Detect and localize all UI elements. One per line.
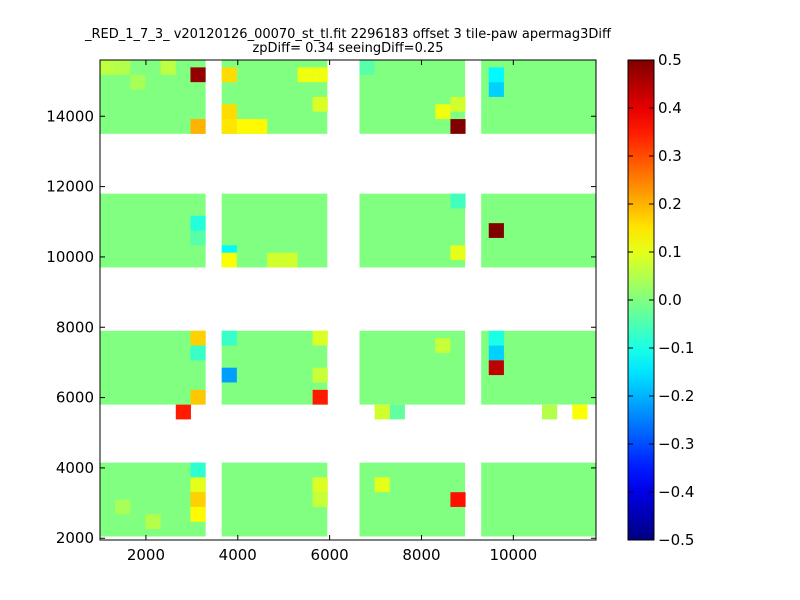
colorbar-tick-label: 0.3 [658,147,682,165]
heatmap-cell-24 [221,252,237,268]
heatmap-cell-35 [312,330,328,346]
heatmap-cell-27 [450,245,466,261]
heatmap-cell-16 [435,104,451,120]
chart-title-line-2: zpDiff= 0.34 seeingDiff=0.25 [252,41,443,56]
colorbar-tick-label: −0.2 [658,387,694,405]
heatmap-cell-32 [190,389,206,405]
x-tick-label: 2000 [127,546,165,564]
detector-block-2-1 [221,462,328,537]
heatmap-cell-28 [450,193,466,209]
detector-block-4-1 [481,462,596,537]
heatmap-cell-47 [190,462,206,478]
heatmap-cell-2 [115,60,131,75]
heatmap-cell-5 [190,67,206,83]
colorbar-tick-label: 0.0 [658,291,682,309]
heatmap-cell-53 [374,477,390,493]
detector-block-1-2 [100,330,206,405]
heatmap-cell-50 [190,506,206,522]
detector-block-3-4 [359,60,466,134]
plot-frame [99,59,597,541]
chart-title-line-1: _RED_1_7_3_ v20120126_00070_st_tl.fit 22… [84,27,612,42]
y-axis: 2000 4000 6000 8000 10000 12000 14000 [46,107,596,547]
heatmap-cell-40 [389,404,405,420]
heatmap-cell-18 [450,119,466,134]
heatmap-cell-31 [190,345,206,361]
detector-block-3-3 [359,193,466,268]
heatmap-cell-45 [542,404,558,420]
heatmap-cell-14 [312,96,328,112]
heatmap-cell-30 [190,330,206,346]
heatmap-cell-17 [450,96,466,112]
colorbar-tick-label: 0.2 [658,195,682,213]
heatmap-cell-21 [190,215,206,231]
detector-block-3-1 [359,462,466,537]
y-tick-label: 4000 [56,459,94,477]
heatmap-cell-42 [488,330,504,346]
y-tick-label: 14000 [46,107,94,125]
y-tick-label: 10000 [46,248,94,266]
heatmap-cell-26 [282,252,298,268]
heatmap-cells [100,60,588,530]
colorbar-tick-label: 0.4 [658,99,682,117]
x-axis: 2000 4000 6000 8000 10000 [127,60,537,564]
heatmap-cell-22 [190,230,206,246]
heatmap-cell-37 [312,389,328,405]
heatmap-cell-29 [488,223,504,238]
heatmap-cell-43 [488,345,504,361]
heatmap-cell-54 [450,492,466,507]
colorbar-tick-label: −0.4 [658,483,694,501]
x-tick-label: 6000 [311,546,349,564]
heatmap-cell-39 [374,404,390,420]
detector-backgrounds [100,60,596,537]
colorbar-tick-label: −0.5 [658,531,694,549]
y-tick-label: 8000 [56,318,94,336]
heatmap-cell-38 [175,404,191,420]
heatmap-cell-13 [312,67,328,83]
heatmap-cell-10 [236,119,253,134]
plot-area [100,60,596,537]
heatmap-cell-25 [267,252,283,268]
heatmap-cell-33 [221,330,237,346]
y-tick-label: 2000 [56,529,94,547]
heatmap-cell-8 [221,104,237,120]
colorbar-ticks: 0.5 0.4 0.3 0.2 0.1 0.0 −0.1 −0.2 −0.3 −0.4 −0.5 [628,51,694,549]
heatmap-cell-20 [488,82,504,97]
colorbar: 0.5 0.4 0.3 0.2 0.1 0.0 −0.1 −0.2 −0.3 −0.4 −0.5 [627,51,694,549]
heatmap-cell-41 [435,338,451,353]
y-tick-label: 6000 [56,389,94,407]
colorbar-tick-label: −0.3 [658,435,694,453]
heatmap-cell-9 [221,119,237,134]
heatmap-cell-15 [359,60,375,75]
heatmap-cell-19 [488,67,504,83]
colorbar-tick-label: 0.1 [658,243,682,261]
heatmap-cell-34 [221,367,237,383]
detector-block-1-3 [100,193,206,268]
heatmap-cell-56 [145,514,161,530]
heatmap-cell-4 [160,60,176,75]
heatmap-cell-46 [572,404,588,420]
x-tick-label: 8000 [402,546,440,564]
heatmap-cell-44 [488,360,504,376]
heatmap-cell-52 [312,492,328,507]
heatmap-cell-6 [190,119,206,134]
detector-block-2-2 [221,330,328,405]
heatmap-cell-3 [130,74,146,90]
heatmap-cell-49 [190,492,206,507]
x-tick-label: 4000 [219,546,257,564]
heatmap-cell-11 [252,119,268,134]
heatmap-cell-7 [221,67,237,83]
x-tick-label: 10000 [489,546,537,564]
heatmap-cell-55 [115,499,131,515]
heatmap-cell-1 [100,60,116,75]
heatmap-cell-51 [312,477,328,493]
heatmap-cell-48 [190,477,206,493]
colorbar-tick-label: −0.1 [658,339,694,357]
heatmap-cell-12 [297,67,313,83]
colorbar-tick-label: 0.5 [658,51,682,69]
y-tick-label: 12000 [46,178,94,196]
heatmap-cell-36 [312,367,328,383]
